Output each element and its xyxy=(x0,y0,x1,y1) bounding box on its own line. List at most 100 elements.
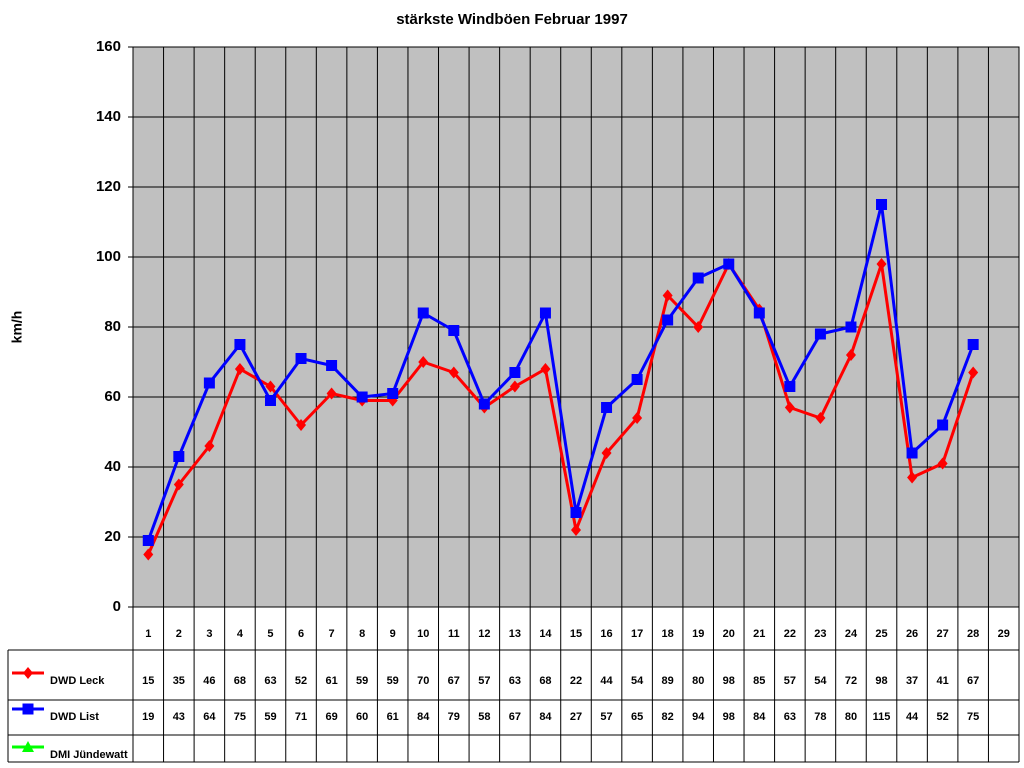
marker xyxy=(417,307,429,319)
marker xyxy=(143,548,154,561)
x-tick-label: 12 xyxy=(478,628,490,640)
marker xyxy=(539,307,551,319)
table-value: 61 xyxy=(387,711,399,723)
table-value: 71 xyxy=(295,711,307,723)
marker xyxy=(478,398,490,410)
legend-label: DWD List xyxy=(50,711,99,723)
marker xyxy=(540,363,551,375)
table-value: 57 xyxy=(600,711,612,723)
y-tick-label: 40 xyxy=(104,458,121,475)
table-value: 94 xyxy=(692,711,705,723)
table-value: 63 xyxy=(784,711,796,723)
marker xyxy=(142,535,154,546)
table-value: 43 xyxy=(173,711,185,723)
marker xyxy=(693,321,704,333)
table-value: 64 xyxy=(203,711,216,723)
x-tick-label: 17 xyxy=(631,628,643,640)
table-value: 98 xyxy=(723,675,735,687)
x-tick-label: 16 xyxy=(600,628,612,640)
chart-title: stärkste Windböen Februar 1997 xyxy=(396,11,628,28)
marker xyxy=(173,451,185,462)
table-value: 82 xyxy=(662,711,674,723)
x-tick-label: 13 xyxy=(509,628,521,640)
table-value: 67 xyxy=(509,711,521,723)
marker xyxy=(662,289,673,302)
x-tick-label: 1 xyxy=(145,628,151,640)
table-value: 70 xyxy=(417,675,429,687)
table-value: 52 xyxy=(295,675,307,687)
table-value: 75 xyxy=(234,711,246,723)
marker xyxy=(509,380,520,393)
table-value: 59 xyxy=(387,675,399,687)
y-tick-label: 120 xyxy=(96,178,121,195)
marker xyxy=(692,272,704,284)
table-value: 69 xyxy=(325,711,337,723)
marker xyxy=(876,258,887,270)
x-tick-label: 3 xyxy=(206,628,212,640)
series-line xyxy=(146,204,975,542)
table-value: 80 xyxy=(692,675,704,687)
marker xyxy=(784,381,796,392)
y-tick-label: 80 xyxy=(104,318,121,335)
y-tick-label: 60 xyxy=(104,388,121,405)
table-value: 72 xyxy=(845,675,857,687)
marker xyxy=(234,339,246,350)
marker xyxy=(570,507,582,518)
table-value: 19 xyxy=(142,711,154,723)
marker xyxy=(968,366,979,379)
x-tick-label: 25 xyxy=(875,628,887,640)
table-value: 22 xyxy=(570,675,582,687)
marker xyxy=(387,388,399,399)
marker xyxy=(22,741,34,752)
y-tick-label: 140 xyxy=(96,108,121,125)
x-tick-label: 6 xyxy=(298,628,304,640)
x-tick-label: 24 xyxy=(845,628,858,640)
x-tick-label: 22 xyxy=(784,628,796,640)
x-tick-label: 27 xyxy=(936,628,948,640)
x-tick-label: 14 xyxy=(539,628,552,640)
marker xyxy=(601,447,612,459)
y-tick-label: 100 xyxy=(96,248,121,265)
marker xyxy=(509,367,521,378)
marker xyxy=(326,360,338,371)
marker xyxy=(22,703,34,715)
marker xyxy=(448,366,459,379)
table-value: 78 xyxy=(814,711,826,723)
table-value: 115 xyxy=(873,711,891,723)
table-value: 65 xyxy=(631,711,643,723)
table-value: 85 xyxy=(753,675,765,687)
x-tick-label: 9 xyxy=(390,628,396,640)
x-tick-label: 23 xyxy=(814,628,826,640)
table-value: 80 xyxy=(845,711,857,723)
x-tick-label: 26 xyxy=(906,628,918,640)
marker xyxy=(907,471,918,484)
x-tick-label: 19 xyxy=(692,628,704,640)
x-tick-label: 10 xyxy=(417,628,429,640)
table-value: 61 xyxy=(325,675,337,687)
series-line xyxy=(146,260,975,556)
legend-label: DMI Jündewatt xyxy=(50,749,128,761)
marker xyxy=(632,412,643,424)
table-value: 44 xyxy=(600,675,613,687)
marker xyxy=(448,325,460,336)
table-value: 68 xyxy=(234,675,246,687)
table-value: 44 xyxy=(906,711,919,723)
table-value: 54 xyxy=(814,675,827,687)
table-value: 63 xyxy=(264,675,276,687)
x-tick-label: 4 xyxy=(237,628,244,640)
x-tick-label: 8 xyxy=(359,628,365,640)
marker xyxy=(967,339,979,350)
y-tick-label: 20 xyxy=(104,528,121,545)
y-axis-label: km/h xyxy=(9,311,25,344)
marker xyxy=(264,395,276,406)
table-value: 52 xyxy=(936,711,948,723)
marker xyxy=(662,314,674,326)
marker xyxy=(234,363,245,375)
table-value: 67 xyxy=(967,675,979,687)
y-tick-label: 0 xyxy=(113,598,121,615)
table-value: 89 xyxy=(662,675,674,687)
marker xyxy=(203,377,215,389)
table-value: 68 xyxy=(539,675,551,687)
table-value: 59 xyxy=(356,675,368,687)
